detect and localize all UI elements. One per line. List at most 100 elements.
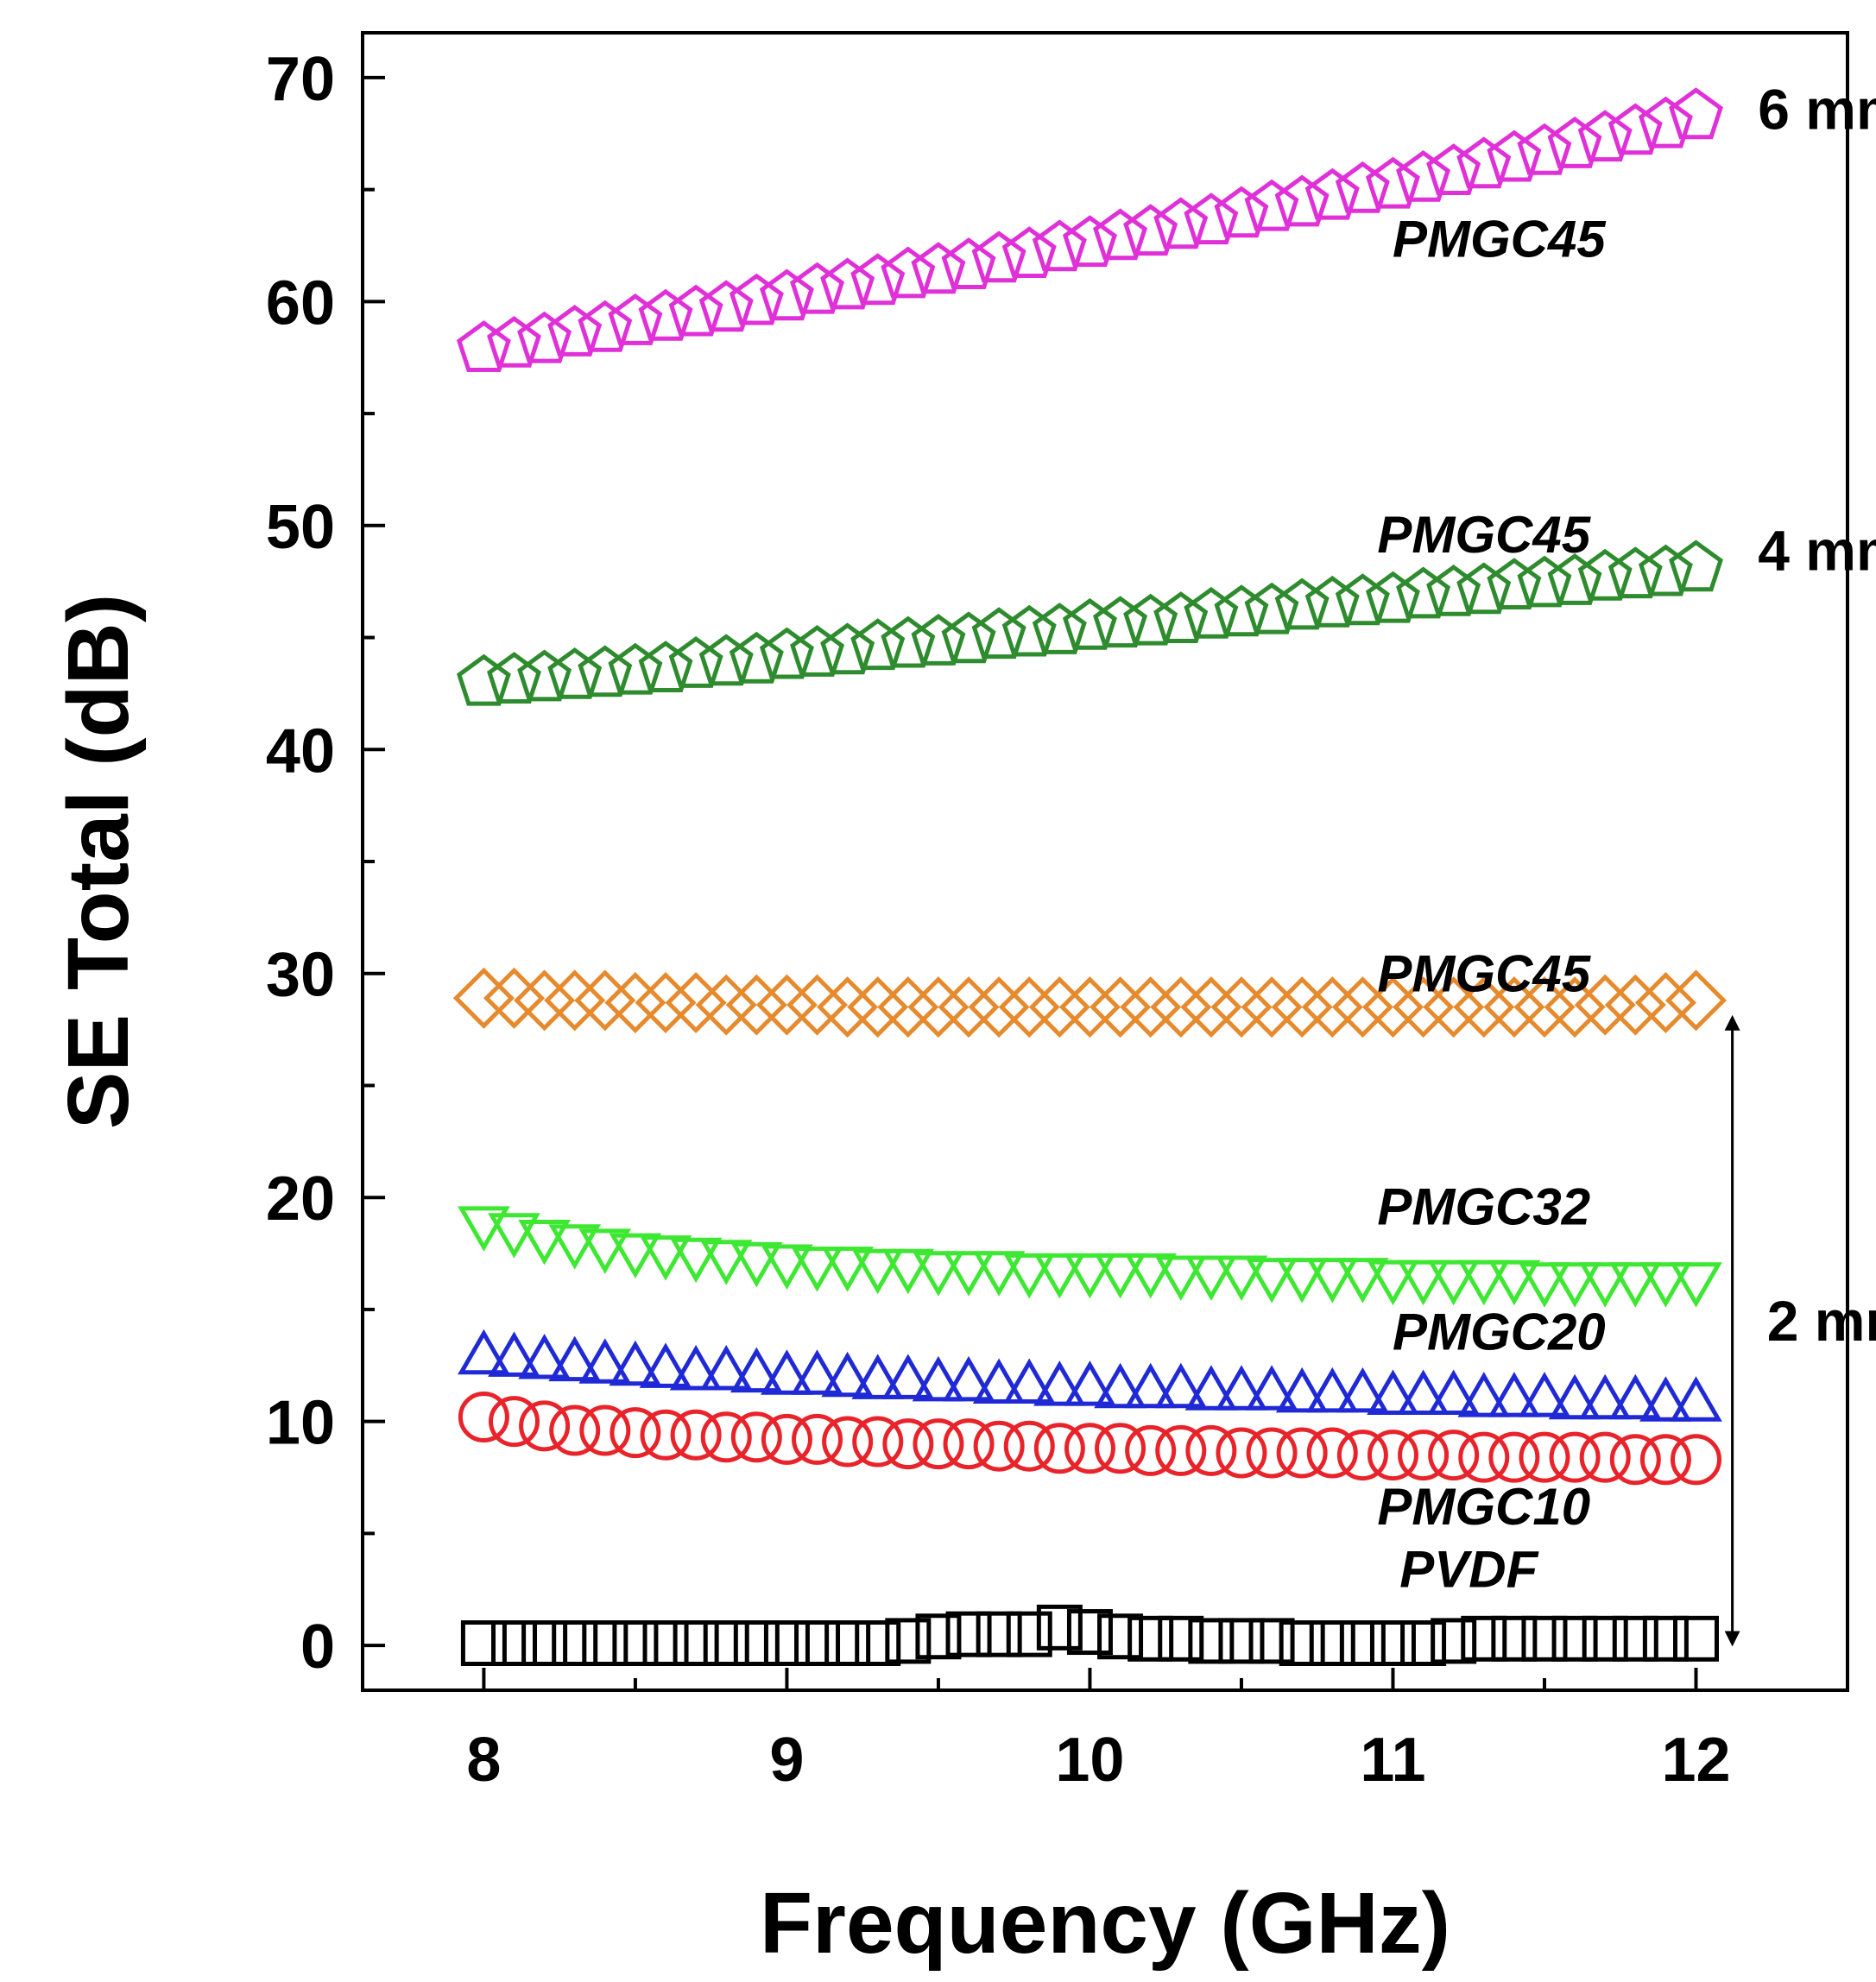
data-point	[458, 1206, 510, 1252]
x-tick-label-9: 9	[769, 1726, 804, 1795]
data-point	[945, 1611, 992, 1657]
y-tick-label-40: 40	[266, 716, 335, 786]
data-point	[544, 969, 606, 1032]
data-point	[518, 1334, 571, 1379]
data-point	[1369, 1620, 1416, 1667]
data-point	[877, 976, 939, 1038]
data-point	[729, 631, 784, 684]
data-point	[1670, 1262, 1722, 1308]
data-point	[1491, 1615, 1538, 1662]
data-point	[487, 652, 541, 704]
data-point	[1097, 1613, 1144, 1660]
x-axis-ticks: 8 9 10 11 12	[466, 1668, 1849, 1795]
data-point	[1244, 179, 1299, 231]
data-point	[1309, 1620, 1355, 1667]
data-point	[1547, 553, 1602, 605]
data-point	[1664, 969, 1728, 1032]
data-point	[1210, 976, 1273, 1038]
data-point	[821, 1247, 874, 1292]
data-point	[491, 1620, 538, 1667]
data-point	[976, 1611, 1022, 1657]
data-point	[1457, 1372, 1511, 1417]
data-point	[1456, 136, 1512, 189]
data-point	[1396, 566, 1451, 619]
data-point	[578, 300, 633, 352]
data-point	[547, 305, 603, 357]
data-point	[1180, 976, 1242, 1038]
data-point	[458, 1391, 509, 1442]
data-point	[552, 1620, 598, 1667]
data-point	[912, 1251, 965, 1297]
data-point	[639, 1235, 692, 1281]
data-point	[1064, 1360, 1116, 1406]
data-point	[1002, 1358, 1056, 1404]
data-point	[1574, 974, 1636, 1036]
data-point	[1028, 976, 1090, 1038]
data-point	[1153, 591, 1209, 643]
x-axis-title: Frequency (GHz)	[760, 1875, 1450, 1972]
data-point	[1339, 1620, 1386, 1667]
data-point	[1093, 596, 1148, 648]
data-point	[1544, 976, 1606, 1038]
series-pmgc32-3	[458, 1206, 1722, 1308]
data-point	[1062, 215, 1117, 268]
data-point	[1095, 1423, 1146, 1474]
data-point	[794, 1620, 841, 1667]
y-axis-title: SE Total (dB)	[50, 594, 147, 1129]
data-point	[1185, 1424, 1237, 1476]
data-point	[1642, 1615, 1689, 1662]
data-point	[1094, 1362, 1146, 1409]
data-point	[824, 1620, 871, 1667]
data-point	[1582, 1615, 1628, 1662]
data-point	[791, 1349, 843, 1395]
data-point	[1123, 204, 1178, 256]
data-point	[1184, 193, 1239, 245]
data-point	[851, 1248, 905, 1295]
data-point	[1271, 976, 1333, 1038]
data-point	[763, 1620, 810, 1667]
data-point	[1094, 1253, 1146, 1299]
data-point	[488, 1213, 540, 1259]
data-point	[698, 280, 754, 332]
data-point	[695, 974, 757, 1036]
data-point	[1241, 976, 1303, 1038]
series-label-pmgc20: PMGC20	[1393, 1303, 1606, 1361]
data-point	[1397, 1259, 1450, 1306]
data-point	[911, 614, 966, 666]
data-point	[579, 1404, 631, 1456]
data-point	[971, 230, 1026, 283]
data-point	[733, 1620, 780, 1667]
data-point	[938, 976, 1000, 1038]
data-point	[669, 1237, 723, 1284]
series-pmgc20-2	[458, 1329, 1722, 1422]
data-point	[1608, 103, 1663, 155]
data-point	[1066, 1609, 1113, 1656]
data-point	[941, 237, 996, 289]
data-point	[851, 1354, 905, 1399]
data-point	[460, 1620, 507, 1667]
data-point	[1669, 540, 1723, 592]
data-point	[639, 1342, 692, 1388]
data-point	[452, 967, 515, 1029]
data-point	[608, 294, 663, 345]
data-point	[668, 284, 723, 337]
data-point	[518, 1220, 571, 1266]
data-point	[1304, 575, 1360, 628]
data-point	[1032, 603, 1087, 654]
data-point	[730, 1241, 783, 1288]
data-point	[609, 1340, 662, 1386]
data-point	[1305, 1258, 1359, 1303]
data-point	[1461, 1615, 1507, 1662]
data-point	[881, 246, 936, 299]
data-point	[1608, 546, 1663, 599]
data-point	[1483, 976, 1545, 1038]
data-point	[1001, 604, 1057, 657]
data-point	[786, 974, 849, 1036]
data-point	[1275, 1367, 1329, 1413]
series-label-pmgc45: PMGC45	[1393, 210, 1607, 268]
data-point	[1275, 1258, 1329, 1303]
data-point	[1513, 976, 1576, 1038]
data-point	[759, 627, 814, 679]
data-point	[1306, 1427, 1358, 1479]
data-point	[1367, 1259, 1419, 1306]
